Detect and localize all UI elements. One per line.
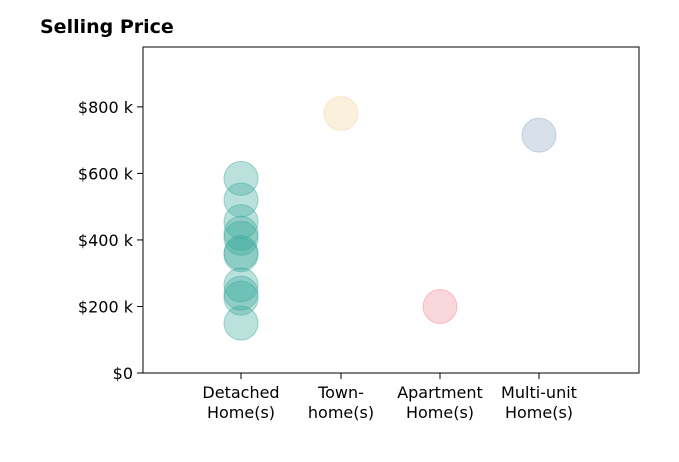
data-point [223, 160, 259, 196]
data-point [223, 305, 259, 341]
y-tick-label: $200 k [78, 297, 134, 316]
x-tick-label: Apartment Home(s) [397, 383, 483, 422]
data-point [223, 182, 259, 218]
y-tick-label: $800 k [78, 98, 134, 117]
data-point [223, 235, 259, 271]
data-point [223, 237, 259, 273]
y-tick-label: $400 k [78, 231, 134, 250]
y-tick-label: $0 [113, 364, 133, 383]
data-point [223, 267, 259, 303]
data-point [521, 117, 557, 153]
data-point [223, 204, 259, 240]
x-axis: Detached Home(s) Town-home(s) Apartment Home… [202, 373, 577, 422]
chart-title: Selling Price [40, 16, 174, 38]
x-tick-label: Detached Home(s) [202, 383, 279, 422]
y-tick-label: $600 k [78, 164, 134, 183]
x-tick-label: Multi-unit Home(s) [501, 383, 577, 422]
data-point [323, 96, 359, 132]
data-point [223, 220, 259, 256]
data-point [422, 288, 458, 324]
x-tick-label: Town-home(s) [308, 383, 374, 422]
data-point [223, 275, 259, 311]
y-axis: $0 $200 k $400 k $600 k $800 k [78, 98, 143, 383]
data-point [223, 280, 259, 316]
data-point [223, 215, 259, 251]
plot-frame [142, 46, 640, 374]
data-points [223, 96, 557, 341]
